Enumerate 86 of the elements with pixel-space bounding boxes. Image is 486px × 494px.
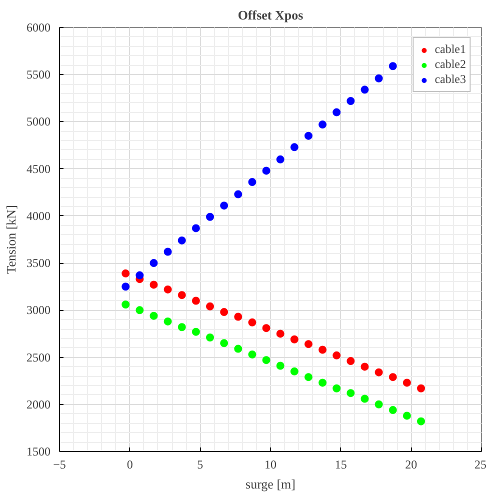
point: [374, 400, 383, 408]
point: [206, 302, 214, 310]
y-tick-label: 4500: [26, 162, 50, 176]
point: [220, 339, 228, 348]
point: [304, 373, 312, 382]
point: [388, 373, 397, 382]
legend-label: cable1: [434, 42, 466, 57]
point: [262, 166, 270, 175]
point: [136, 306, 144, 314]
y-tick-label: 2000: [26, 397, 50, 412]
point: [150, 280, 158, 289]
point: [178, 291, 186, 300]
point: [122, 282, 130, 291]
point: [417, 384, 426, 392]
point: [220, 202, 228, 210]
point: [178, 236, 186, 244]
y-tick-label: 5500: [26, 68, 50, 82]
point: [164, 317, 172, 326]
point: [192, 328, 200, 336]
point: [206, 212, 214, 221]
y-tick-label: 5000: [26, 114, 50, 129]
x-tick-label: −5: [53, 458, 66, 472]
point: [164, 285, 172, 294]
y-tick-label: 2500: [26, 350, 50, 364]
point: [192, 224, 200, 232]
point: [136, 271, 144, 280]
legend-label: cable2: [434, 57, 466, 72]
point: [332, 384, 341, 392]
point: [290, 335, 298, 344]
point: [248, 178, 256, 186]
x-tick-label: 20: [405, 458, 418, 472]
y-tick-label: 6000: [26, 20, 50, 34]
point: [248, 350, 256, 358]
point: [234, 190, 242, 198]
point: [276, 362, 284, 370]
point: [248, 318, 256, 326]
point: [374, 368, 383, 376]
point: [164, 248, 172, 256]
point: [262, 356, 270, 364]
point: [276, 155, 284, 164]
point: [388, 406, 397, 414]
point: [122, 269, 130, 278]
y-tick-label: 1500: [26, 444, 50, 458]
x-axis-title: surge [m]: [246, 476, 296, 492]
point: [360, 362, 369, 371]
point: [360, 86, 369, 94]
x-tick-label: 5: [197, 458, 204, 472]
point: [402, 412, 411, 420]
chart-title: Offset Xpos: [238, 8, 304, 22]
point: [346, 357, 355, 366]
point: [402, 378, 411, 387]
point: [234, 344, 242, 353]
point: [290, 143, 298, 152]
point: [150, 312, 158, 320]
point: [332, 108, 341, 116]
x-tick-label: 10: [264, 458, 276, 472]
point: [388, 62, 397, 70]
point: [318, 378, 327, 387]
point: [346, 389, 355, 398]
point: [290, 367, 298, 376]
point: [122, 300, 130, 309]
x-tick-label: 25: [474, 458, 486, 472]
y-tick-label: 3000: [26, 303, 50, 318]
point: [374, 74, 383, 82]
point: [417, 417, 426, 426]
point: [304, 340, 312, 348]
point: [178, 323, 186, 332]
point: [234, 312, 242, 321]
point: [192, 296, 200, 305]
y-axis-title: Tension [kN]: [4, 205, 18, 274]
x-tick-label: 15: [334, 458, 347, 472]
point: [262, 324, 270, 332]
point: [304, 132, 312, 140]
legend-label: cable3: [434, 72, 466, 87]
point: [318, 120, 327, 129]
x-tick-label: 0: [126, 458, 133, 472]
point: [332, 351, 341, 360]
point: [206, 334, 214, 342]
point: [276, 330, 284, 338]
point: [346, 97, 355, 105]
point: [318, 346, 327, 354]
point: [220, 308, 228, 316]
point: [150, 259, 158, 268]
y-tick-label: 4000: [26, 208, 50, 223]
y-tick-label: 3500: [26, 256, 50, 270]
point: [360, 394, 369, 403]
